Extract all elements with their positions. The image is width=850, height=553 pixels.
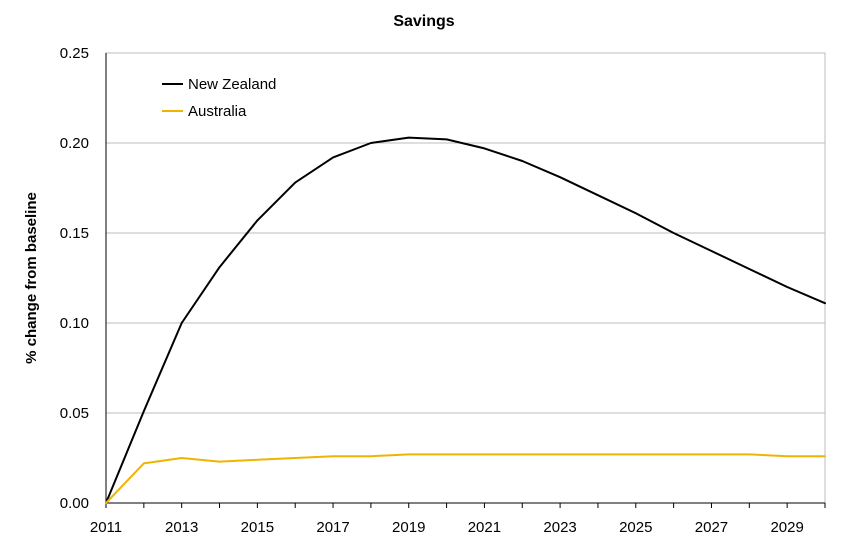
x-tick-label: 2023: [543, 519, 576, 536]
x-tick-labels: 2011 2013 2015 2017 2019 2021 2023 2025 2027 2029: [90, 519, 804, 536]
y-tick-label: 0.25: [60, 45, 89, 62]
y-tick-label: 0.05: [60, 405, 89, 422]
chart-title: Savings: [393, 13, 454, 30]
legend-label: New Zealand: [188, 76, 276, 93]
y-tick-label: 0.10: [60, 315, 89, 332]
series-line-australia: [105, 453, 826, 504]
x-tick-label: 2025: [619, 519, 652, 536]
x-tick-label: 2015: [241, 519, 274, 536]
y-axis-label: % change from baseline: [23, 192, 40, 364]
axes: [105, 53, 826, 508]
x-tick-label: 2011: [90, 519, 122, 536]
x-tick-label: 2019: [392, 519, 425, 536]
series-line-new-zealand: [105, 136, 826, 504]
plot-frame: [105, 52, 826, 504]
x-tick-label: 2013: [165, 519, 198, 536]
y-tick-label: 0.00: [60, 495, 89, 512]
x-tick-label: 2029: [770, 519, 803, 536]
x-tick-label: 2017: [316, 519, 349, 536]
x-tick-label: 2021: [468, 519, 501, 536]
y-tick-labels: 0.00 0.05 0.10 0.15 0.20 0.25: [60, 45, 89, 512]
legend: New Zealand Australia: [162, 76, 276, 120]
series-lines: [105, 136, 826, 504]
gridlines: [105, 52, 826, 504]
x-tick-label: 2027: [695, 519, 728, 536]
legend-label: Australia: [188, 103, 247, 120]
y-tick-label: 0.15: [60, 225, 89, 242]
y-tick-label: 0.20: [60, 135, 89, 152]
